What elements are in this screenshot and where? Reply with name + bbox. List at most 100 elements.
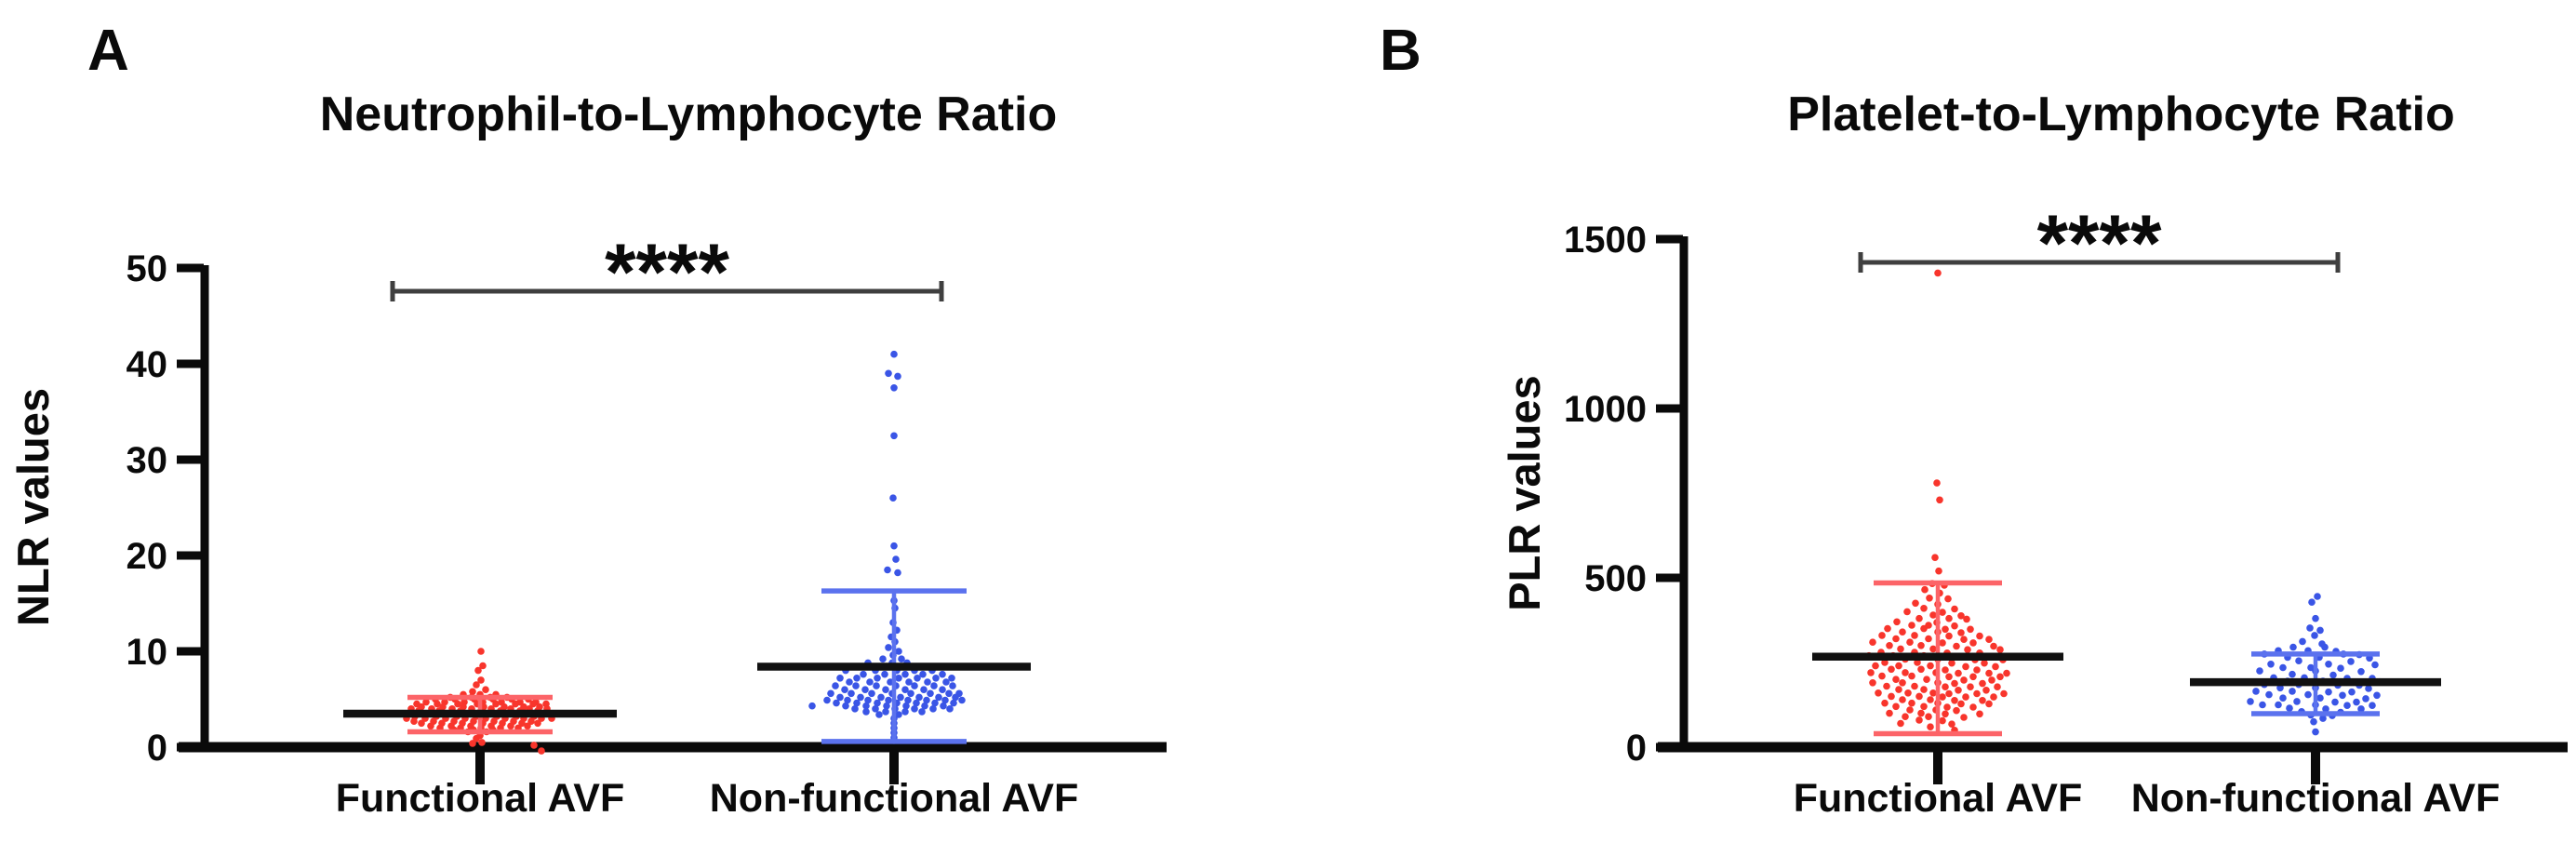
data-point bbox=[935, 693, 942, 702]
data-point bbox=[881, 670, 888, 678]
data-point bbox=[857, 693, 864, 702]
data-point bbox=[827, 689, 834, 698]
data-point bbox=[1948, 720, 1955, 728]
data-point bbox=[836, 693, 844, 702]
data-point bbox=[901, 708, 909, 716]
data-point bbox=[529, 700, 537, 708]
data-point bbox=[921, 702, 928, 710]
data-point bbox=[1948, 659, 1955, 667]
data-point bbox=[1888, 665, 1895, 674]
data-point bbox=[1979, 697, 1986, 704]
data-point bbox=[1914, 659, 1921, 666]
data-point bbox=[422, 698, 430, 706]
data-point bbox=[2365, 685, 2372, 692]
data-point bbox=[1917, 709, 1925, 717]
data-point bbox=[1883, 682, 1890, 690]
data-point bbox=[2286, 704, 2293, 712]
data-point bbox=[949, 682, 956, 689]
data-point bbox=[1929, 611, 1937, 619]
data-point bbox=[469, 688, 476, 696]
data-point bbox=[890, 542, 898, 550]
data-point bbox=[890, 384, 898, 392]
data-point bbox=[1920, 702, 1928, 711]
data-point bbox=[2369, 702, 2376, 709]
data-point bbox=[2373, 691, 2381, 700]
data-point bbox=[1945, 689, 1953, 698]
data-point bbox=[895, 711, 902, 718]
data-point bbox=[1942, 625, 1949, 634]
data-point bbox=[1976, 710, 1983, 718]
data-point bbox=[2310, 717, 2317, 726]
data-point bbox=[2279, 694, 2287, 702]
data-point bbox=[853, 699, 861, 707]
data-point bbox=[2311, 632, 2318, 639]
data-point bbox=[853, 675, 861, 682]
data-point bbox=[808, 702, 816, 710]
data-point bbox=[1926, 595, 1933, 602]
data-point bbox=[1939, 693, 1946, 701]
significance-stars: **** bbox=[605, 228, 729, 317]
data-point bbox=[1944, 595, 1952, 603]
data-point bbox=[418, 719, 425, 728]
data-point bbox=[945, 689, 953, 698]
data-point bbox=[1939, 639, 1946, 647]
y-tick-label: 0 bbox=[1626, 728, 1647, 769]
data-point bbox=[1957, 700, 1965, 708]
data-point bbox=[905, 678, 913, 686]
data-point bbox=[1897, 645, 1904, 653]
data-point bbox=[1884, 624, 1891, 633]
data-point bbox=[868, 689, 875, 698]
data-point bbox=[1931, 554, 1939, 561]
data-point bbox=[1899, 696, 1906, 703]
data-point bbox=[884, 566, 891, 574]
data-point bbox=[958, 696, 966, 704]
data-point bbox=[1902, 669, 1909, 676]
data-point bbox=[895, 648, 902, 655]
data-point bbox=[1945, 632, 1953, 640]
data-point bbox=[1895, 686, 1902, 693]
data-point bbox=[2289, 670, 2296, 678]
data-point bbox=[1962, 662, 1969, 671]
data-point bbox=[924, 678, 931, 686]
data-point bbox=[882, 708, 889, 716]
data-point bbox=[901, 670, 909, 678]
data-point bbox=[1908, 672, 1915, 680]
data-point bbox=[1897, 719, 1904, 728]
data-point bbox=[2331, 698, 2339, 706]
y-tick-label: 10 bbox=[127, 632, 168, 673]
data-point bbox=[832, 682, 839, 689]
data-point bbox=[1969, 673, 1977, 681]
data-point bbox=[2322, 705, 2329, 713]
y-tick-label: 1000 bbox=[1564, 389, 1647, 430]
data-point bbox=[1906, 706, 1914, 714]
data-point bbox=[1892, 635, 1900, 643]
data-point bbox=[1927, 696, 1934, 703]
data-point bbox=[833, 699, 840, 707]
data-point bbox=[1908, 622, 1915, 629]
data-point bbox=[852, 682, 860, 689]
data-point bbox=[482, 686, 489, 693]
data-point bbox=[1963, 615, 1970, 623]
data-point bbox=[929, 705, 937, 713]
data-point bbox=[1967, 683, 1974, 690]
data-point bbox=[1927, 723, 1934, 730]
data-point bbox=[1888, 692, 1895, 701]
data-point bbox=[1996, 646, 2004, 653]
data-point bbox=[1904, 689, 1912, 697]
data-point bbox=[1925, 713, 1932, 720]
data-point bbox=[851, 705, 859, 713]
data-point bbox=[1960, 676, 1968, 684]
data-point bbox=[846, 678, 853, 686]
y-tick-label: 20 bbox=[127, 536, 168, 577]
data-point bbox=[1985, 700, 1993, 708]
data-point bbox=[904, 696, 912, 704]
data-point bbox=[911, 682, 918, 689]
data-point bbox=[473, 734, 480, 743]
data-point bbox=[1912, 599, 1919, 608]
x-category-label: Functional AVF bbox=[1794, 776, 2083, 821]
data-point bbox=[915, 693, 923, 702]
data-point bbox=[940, 702, 947, 710]
y-tick-label: 40 bbox=[127, 344, 168, 385]
data-point bbox=[844, 696, 851, 704]
data-point bbox=[874, 699, 881, 707]
